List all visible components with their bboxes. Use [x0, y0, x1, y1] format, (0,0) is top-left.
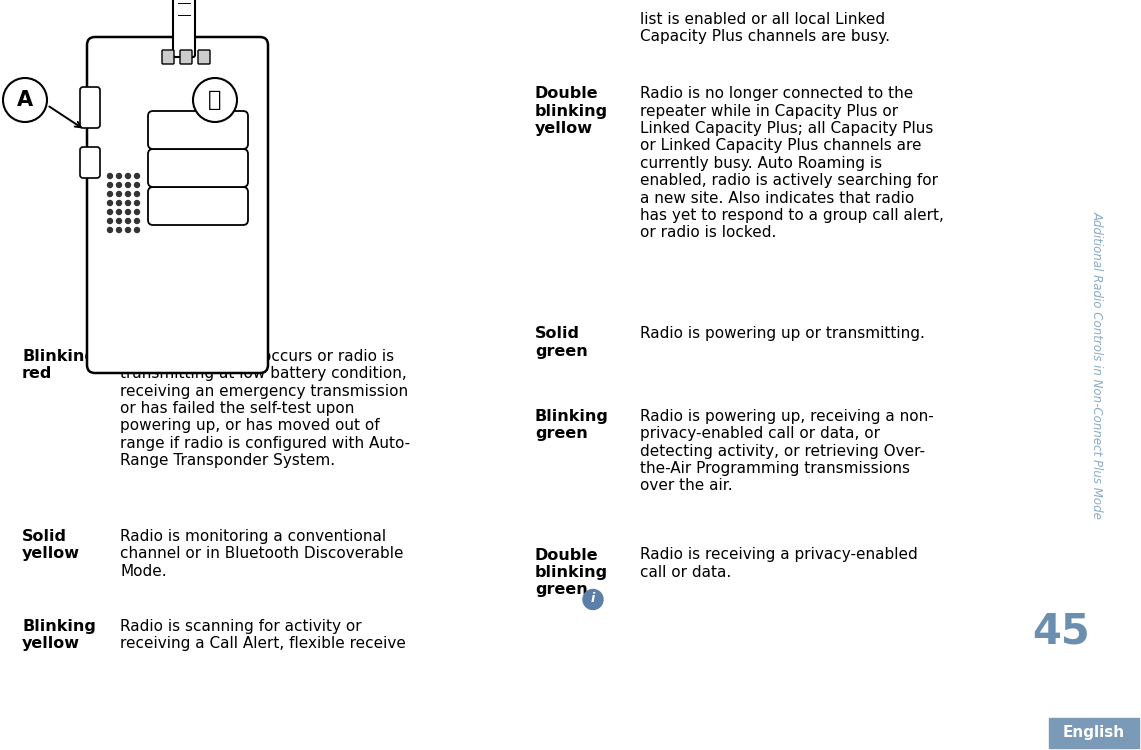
Circle shape: [135, 227, 139, 232]
Circle shape: [126, 173, 130, 178]
Circle shape: [126, 227, 130, 232]
Circle shape: [135, 191, 139, 196]
Circle shape: [107, 200, 113, 206]
Text: A: A: [17, 90, 33, 110]
Text: 45: 45: [1033, 611, 1090, 653]
Text: Double
blinking
yellow: Double blinking yellow: [535, 86, 608, 136]
Circle shape: [126, 209, 130, 214]
Circle shape: [135, 209, 139, 214]
FancyBboxPatch shape: [148, 111, 248, 149]
Text: Additional Radio Controls in Non-Connect Plus Mode: Additional Radio Controls in Non-Connect…: [1091, 211, 1103, 519]
FancyBboxPatch shape: [148, 149, 248, 187]
Circle shape: [135, 218, 139, 223]
Text: Radio is powering up, receiving a non-
privacy-enabled call or data, or
detectin: Radio is powering up, receiving a non- p…: [640, 409, 933, 494]
Circle shape: [135, 182, 139, 188]
Circle shape: [583, 590, 602, 610]
Circle shape: [107, 218, 113, 223]
Circle shape: [116, 218, 121, 223]
Circle shape: [3, 78, 47, 122]
FancyBboxPatch shape: [162, 50, 173, 64]
Circle shape: [107, 182, 113, 188]
FancyBboxPatch shape: [180, 50, 192, 64]
Text: Blinking
yellow: Blinking yellow: [22, 619, 96, 651]
FancyBboxPatch shape: [80, 147, 100, 178]
Circle shape: [116, 209, 121, 214]
Bar: [1049, 718, 1139, 748]
Text: Radio is scanning for activity or
receiving a Call Alert, flexible receive: Radio is scanning for activity or receiv…: [120, 619, 406, 651]
Circle shape: [126, 200, 130, 206]
Circle shape: [126, 182, 130, 188]
Text: Battery mismatch occurs or radio is
transmitting at low battery condition,
recei: Battery mismatch occurs or radio is tran…: [120, 349, 410, 468]
Text: Radio is receiving a privacy-enabled
call or data.: Radio is receiving a privacy-enabled cal…: [640, 548, 917, 580]
Text: Ⓜ: Ⓜ: [209, 90, 221, 110]
Circle shape: [116, 191, 121, 196]
Circle shape: [107, 227, 113, 232]
Circle shape: [135, 200, 139, 206]
FancyBboxPatch shape: [87, 37, 268, 373]
Circle shape: [126, 191, 130, 196]
Text: i: i: [591, 592, 596, 605]
Text: Solid
green: Solid green: [535, 326, 588, 358]
Circle shape: [116, 173, 121, 178]
Circle shape: [193, 78, 237, 122]
Text: Solid
yellow: Solid yellow: [22, 529, 80, 561]
FancyBboxPatch shape: [173, 0, 195, 57]
FancyBboxPatch shape: [199, 50, 210, 64]
FancyBboxPatch shape: [80, 87, 100, 128]
Polygon shape: [95, 45, 260, 365]
Circle shape: [107, 191, 113, 196]
Circle shape: [116, 182, 121, 188]
Circle shape: [107, 173, 113, 178]
Circle shape: [116, 227, 121, 232]
Text: Radio is powering up or transmitting.: Radio is powering up or transmitting.: [640, 326, 925, 341]
Text: Blinking
green: Blinking green: [535, 409, 609, 441]
Text: list is enabled or all local Linked
Capacity Plus channels are busy.: list is enabled or all local Linked Capa…: [640, 12, 890, 44]
Circle shape: [116, 200, 121, 206]
FancyBboxPatch shape: [148, 187, 248, 225]
Circle shape: [107, 209, 113, 214]
Text: Radio is monitoring a conventional
channel or in Bluetooth Discoverable
Mode.: Radio is monitoring a conventional chann…: [120, 529, 404, 578]
Text: Blinking
red: Blinking red: [22, 349, 96, 381]
Text: English: English: [1063, 725, 1125, 740]
Text: Double
blinking
green: Double blinking green: [535, 548, 608, 597]
Text: Radio is no longer connected to the
repeater while in Capacity Plus or
Linked Ca: Radio is no longer connected to the repe…: [640, 86, 944, 241]
Circle shape: [126, 218, 130, 223]
Circle shape: [135, 173, 139, 178]
